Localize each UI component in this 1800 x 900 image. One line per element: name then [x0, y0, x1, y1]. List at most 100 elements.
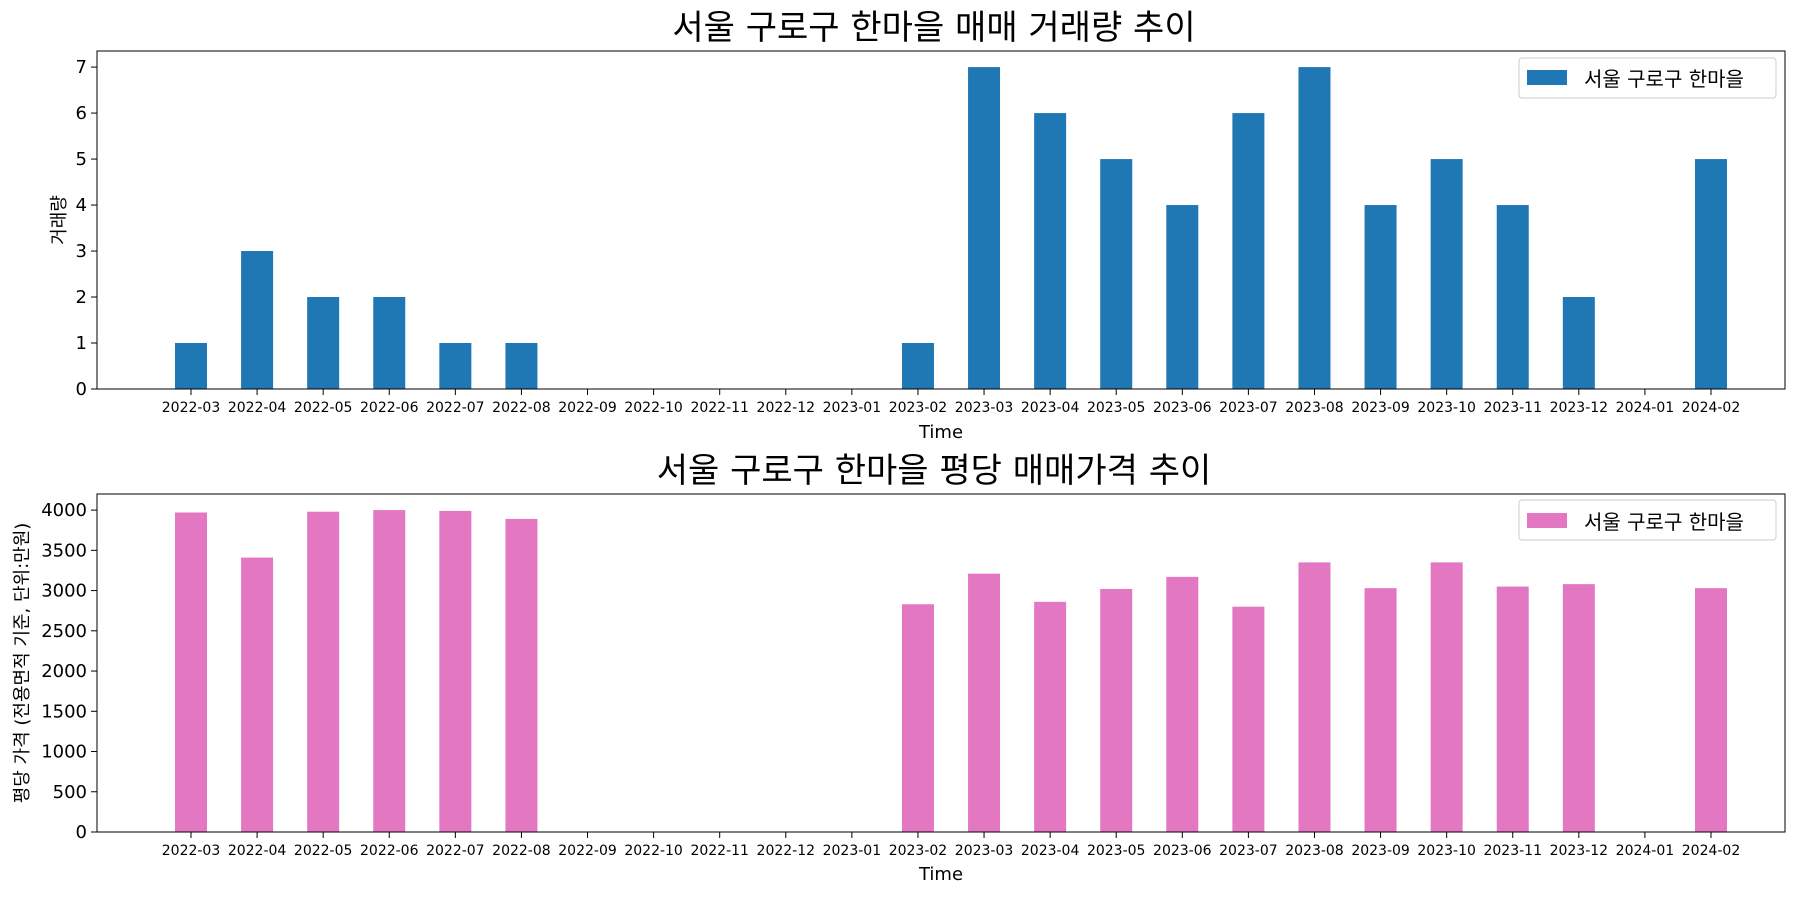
x-tick-label: 2023-07 — [1219, 400, 1278, 416]
x-tick-label: 2023-12 — [1550, 843, 1609, 859]
x-tick-label: 2023-09 — [1351, 843, 1410, 859]
x-tick-label: 2022-12 — [757, 843, 816, 859]
legend: 서울 구로구 한마을 — [1518, 57, 1777, 99]
x-tick-label: 2022-12 — [757, 400, 816, 416]
bar-2023-05 — [1100, 588, 1133, 832]
x-axis-label: Time — [918, 422, 963, 443]
x-tick-label: 2023-11 — [1483, 400, 1542, 416]
bar-2022-06 — [373, 297, 406, 389]
y-tick-label: 1 — [76, 333, 87, 354]
x-tick-label: 2023-10 — [1417, 843, 1476, 859]
x-tick-label: 2023-06 — [1153, 843, 1212, 859]
y-tick-label: 3 — [76, 241, 87, 262]
x-tick-label: 2023-07 — [1219, 843, 1278, 859]
bar-2023-06 — [1166, 576, 1199, 832]
x-tick-label: 2022-08 — [492, 843, 551, 859]
bar-2023-06 — [1166, 205, 1199, 389]
bar-2023-03 — [968, 67, 1001, 389]
bar-2023-07 — [1232, 606, 1265, 832]
x-tick-label: 2022-10 — [624, 843, 683, 859]
y-tick-label: 2 — [76, 287, 87, 308]
legend-label: 서울 구로구 한마을 — [1584, 510, 1744, 534]
x-tick-label: 2022-04 — [228, 400, 287, 416]
x-tick-label: 2023-12 — [1550, 400, 1609, 416]
bar-2022-06 — [373, 510, 406, 832]
x-tick-label: 2023-03 — [955, 843, 1014, 859]
y-axis-label: 평당 가격 (전용면적 기준, 단위:만원) — [12, 523, 33, 804]
x-tick-label: 2023-04 — [1021, 843, 1080, 859]
x-tick-label: 2022-11 — [690, 843, 749, 859]
y-tick-label: 1000 — [41, 742, 87, 763]
bar-2024-02 — [1695, 588, 1727, 832]
bar-2023-10 — [1430, 159, 1463, 389]
x-tick-label: 2023-04 — [1021, 400, 1080, 416]
bar-2022-05 — [307, 297, 340, 389]
bar-2023-11 — [1496, 586, 1529, 832]
chart-title: 서울 구로구 한마을 매매 거래량 추이 — [672, 8, 1195, 48]
bar-2023-08 — [1298, 562, 1331, 832]
x-tick-label: 2022-06 — [360, 843, 419, 859]
y-tick-label: 1500 — [41, 701, 87, 722]
x-tick-label: 2023-02 — [889, 400, 948, 416]
y-axis-label: 거래량 — [49, 195, 70, 245]
chart-title: 서울 구로구 한마을 평당 매매가격 추이 — [657, 451, 1212, 491]
bar-2023-12 — [1562, 297, 1595, 389]
x-tick-label: 2023-10 — [1417, 400, 1476, 416]
x-axis-label: Time — [918, 864, 963, 885]
bar-2022-03 — [175, 343, 207, 389]
x-tick-label: 2024-02 — [1682, 843, 1741, 859]
x-tick-label: 2023-08 — [1285, 400, 1344, 416]
x-tick-label: 2022-03 — [162, 400, 221, 416]
bar-2023-09 — [1364, 588, 1397, 832]
x-tick-label: 2023-05 — [1087, 400, 1146, 416]
bar-2023-11 — [1496, 205, 1529, 389]
x-tick-label: 2022-04 — [228, 843, 287, 859]
bar-2023-05 — [1100, 159, 1133, 389]
y-tick-label: 2500 — [41, 621, 87, 642]
legend: 서울 구로구 한마을 — [1518, 499, 1777, 541]
bar-2023-09 — [1364, 205, 1397, 389]
bar-2023-02 — [901, 604, 934, 832]
x-tick-label: 2022-09 — [558, 400, 617, 416]
bar-2022-04 — [241, 557, 274, 832]
legend-frame — [1518, 499, 1777, 541]
bar-2022-07 — [439, 343, 472, 389]
bar-2023-04 — [1034, 113, 1067, 389]
x-tick-label: 2022-07 — [426, 843, 485, 859]
x-tick-label: 2022-06 — [360, 400, 419, 416]
x-axis: 2022-03 2022-04 2022-05 2022-06 2022-07 2022-… — [162, 389, 1741, 416]
bar-2022-08 — [505, 343, 538, 389]
x-tick-label: 2022-08 — [492, 400, 551, 416]
x-tick-label: 2022-09 — [558, 843, 617, 859]
x-tick-label: 2022-10 — [624, 400, 683, 416]
bar-2023-02 — [901, 343, 934, 389]
legend-label: 서울 구로구 한마을 — [1584, 67, 1744, 91]
y-tick-label: 2000 — [41, 661, 87, 682]
bar-group — [175, 510, 1727, 832]
bar-2023-04 — [1034, 601, 1067, 832]
y-tick-label: 0 — [76, 822, 87, 843]
y-tick-label: 6 — [76, 103, 87, 124]
bar-2022-07 — [439, 510, 472, 832]
bar-2022-03 — [175, 512, 207, 832]
x-tick-label: 2022-05 — [294, 400, 353, 416]
x-tick-label: 2023-06 — [1153, 400, 1212, 416]
bar-group — [175, 67, 1727, 389]
bar-2022-08 — [505, 518, 538, 832]
bar-2024-02 — [1695, 159, 1727, 389]
plot-frame — [96, 50, 1786, 390]
bar-2023-07 — [1232, 113, 1265, 389]
legend-frame — [1518, 57, 1777, 99]
legend-swatch — [1527, 513, 1567, 528]
bar-2023-03 — [968, 573, 1001, 832]
x-axis: 2022-03 2022-04 2022-05 2022-06 2022-07 2022-… — [162, 832, 1741, 859]
x-tick-label: 2024-02 — [1682, 400, 1741, 416]
x-tick-label: 2024-01 — [1616, 843, 1675, 859]
y-tick-label: 7 — [76, 57, 87, 78]
plot-frame — [96, 493, 1786, 833]
y-tick-label: 0 — [76, 379, 87, 400]
y-tick-label: 3500 — [41, 540, 87, 561]
price-chart: 서울 구로구 한마을 평당 매매가격 추이 0 500 1000 1500 2000 25… — [12, 451, 1786, 885]
bar-2022-05 — [307, 511, 340, 832]
